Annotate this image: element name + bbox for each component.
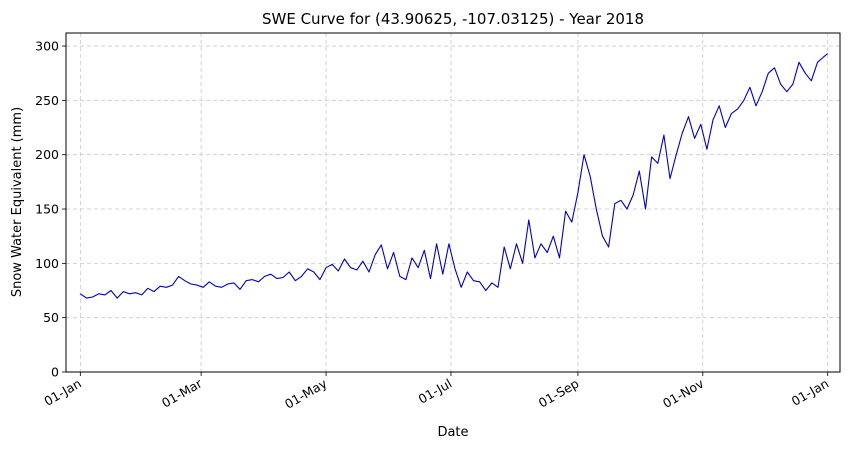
y-tick-label: 100 — [35, 256, 59, 271]
y-tick-label: 300 — [35, 39, 59, 54]
y-tick-label: 0 — [51, 365, 59, 380]
x-tick-label: 01-Nov — [660, 375, 707, 411]
x-tick-label: 01-Sep — [536, 376, 582, 411]
plot-frame — [65, 32, 841, 373]
chart-title: SWE Curve for (43.90625, -107.03125) - Y… — [262, 10, 644, 28]
x-tick-label: 01-Jan — [789, 376, 831, 409]
y-tick-label: 50 — [43, 310, 59, 325]
y-tick-label: 200 — [35, 147, 59, 162]
y-axis-title: Snow Water Equivalent (mm) — [10, 107, 25, 297]
x-tick-label: 01-Mar — [159, 375, 205, 410]
x-axis-title: Date — [437, 425, 468, 440]
series-layer — [79, 53, 829, 299]
grid-lines — [66, 33, 840, 373]
x-tick-label: 01-Jul — [416, 376, 455, 407]
axis-ticks: 0 50 100 150 200 250 300 01-Jan 01-Mar 01-May 01-J… — [35, 39, 831, 412]
x-tick-label: 01-May — [282, 375, 330, 411]
y-tick-label: 150 — [35, 202, 59, 217]
swe-series-line — [79, 53, 829, 299]
x-tick-label: 01-Jan — [41, 376, 83, 409]
y-tick-label: 250 — [35, 93, 59, 108]
